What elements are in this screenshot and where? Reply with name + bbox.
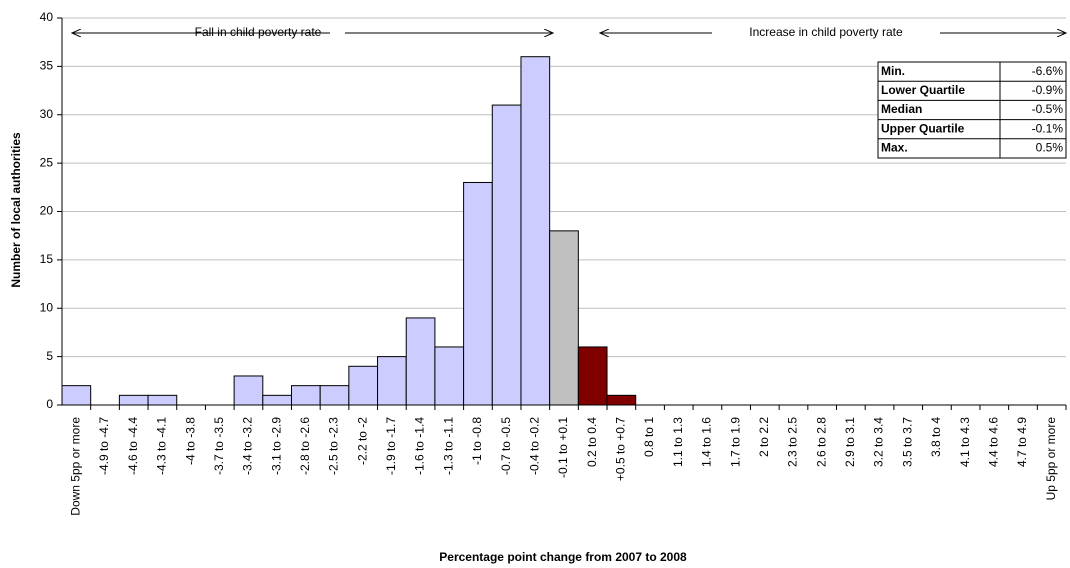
bar xyxy=(377,356,407,406)
table-label: Min. xyxy=(881,64,905,78)
table-value: -0.9% xyxy=(1032,83,1064,97)
bar xyxy=(405,317,436,406)
bar xyxy=(61,385,92,406)
x-tick-label: -3.7 to -3.5 xyxy=(212,417,226,475)
x-tick-label: -1 to -0.8 xyxy=(470,417,484,465)
x-tick-label: 1.7 to 1.9 xyxy=(728,417,742,467)
x-tick-label: -3.1 to -2.9 xyxy=(269,417,283,475)
x-tick-label: Up 5pp or more xyxy=(1044,417,1058,501)
bar xyxy=(606,394,637,406)
table-value: -6.6% xyxy=(1032,64,1064,78)
x-tick-label: -4.9 to -4.7 xyxy=(97,417,111,475)
table-label: Lower Quartile xyxy=(881,83,965,97)
table-label: Upper Quartile xyxy=(881,121,965,135)
bar xyxy=(577,346,608,406)
x-tick-label: -0.7 to -0.5 xyxy=(499,417,513,475)
bar xyxy=(118,394,149,406)
x-tick-label: -2.8 to -2.6 xyxy=(298,417,312,475)
x-tick-label: -2.5 to -2.3 xyxy=(327,417,341,475)
x-tick-label: 0.2 to 0.4 xyxy=(585,417,599,467)
y-tick-label: 35 xyxy=(40,59,54,73)
grid xyxy=(62,17,1066,406)
y-tick-label: 30 xyxy=(40,107,54,121)
x-tick-label: 4.4 to 4.6 xyxy=(986,417,1000,467)
x-tick-label: 3.8 to 4 xyxy=(929,417,943,457)
x-tick-label: -0.4 to -0.2 xyxy=(527,417,541,475)
table-value: -0.5% xyxy=(1032,102,1064,116)
x-tick-label: -3.4 to -3.2 xyxy=(241,417,255,475)
annotation: Increase in child poverty rate xyxy=(749,25,903,39)
bar xyxy=(319,385,350,406)
bar xyxy=(463,181,493,406)
x-tick-label: 4.7 to 4.9 xyxy=(1015,417,1029,467)
table-frame xyxy=(877,61,1067,159)
bar xyxy=(262,394,292,406)
x-tick-label: 2.6 to 2.8 xyxy=(814,417,828,467)
y-tick-label: 40 xyxy=(40,10,54,24)
y-axis-title: Number of local authorities xyxy=(9,132,23,288)
x-tick-label: -1.6 to -1.4 xyxy=(413,417,427,475)
x-tick-label: 2 to 2.2 xyxy=(757,417,771,457)
bar xyxy=(348,365,379,406)
x-tick-label: -4.6 to -4.4 xyxy=(126,417,140,475)
x-tick-label: 1.1 to 1.3 xyxy=(671,417,685,467)
y-tick-label: 0 xyxy=(46,397,53,411)
x-tick-label: -1.9 to -1.7 xyxy=(384,417,398,475)
bars xyxy=(61,56,637,406)
x-tick-label: 3.5 to 3.7 xyxy=(900,417,914,467)
x-axis-title: Percentage point change from 2007 to 200… xyxy=(439,550,687,564)
annotation: Fall in child poverty rate xyxy=(195,25,322,39)
x-tick-label: 2.3 to 2.5 xyxy=(786,417,800,467)
x-tick-label: -0.1 to +0.1 xyxy=(556,417,570,478)
y-tick-label: 10 xyxy=(40,300,54,314)
bar xyxy=(434,346,465,406)
table-label: Max. xyxy=(881,141,908,155)
stats-table: Min. -6.6% Lower Quartile -0.9% Median -0.5% U… xyxy=(877,61,1067,159)
bar xyxy=(520,56,551,406)
y-tick-label: 15 xyxy=(40,252,54,266)
y-tick-label: 25 xyxy=(40,155,54,169)
y-tick-label: 5 xyxy=(46,349,53,363)
bar xyxy=(491,104,522,406)
x-tick-label: +0.5 to +0.7 xyxy=(614,417,628,481)
bar xyxy=(233,375,264,406)
x-tick-label: -4.3 to -4.1 xyxy=(155,417,169,475)
bar xyxy=(290,385,321,406)
y-tick-label: 20 xyxy=(40,204,54,218)
table-value: -0.1% xyxy=(1032,121,1064,135)
x-tick-label: Down 5pp or more xyxy=(69,417,83,516)
x-tick-label: 2.9 to 3.1 xyxy=(843,417,857,467)
bar xyxy=(147,394,178,406)
x-tick-label: 0.8 to 1 xyxy=(642,417,656,457)
x-tick-label: 3.2 to 3.4 xyxy=(872,417,886,467)
x-tick-label: 1.4 to 1.6 xyxy=(700,417,714,467)
x-tick-label: 4.1 to 4.3 xyxy=(958,417,972,467)
table-label: Median xyxy=(881,102,922,116)
x-tick-label: -4 to -3.8 xyxy=(183,417,197,465)
table-value: 0.5% xyxy=(1036,141,1064,155)
x-tick-label: -2.2 to -2 xyxy=(355,417,369,465)
axes: 0 5 10 15 20 25 30 35 40 Down 5pp or more -4.9 to … xyxy=(40,10,1067,516)
bar xyxy=(549,230,579,406)
x-tick-label: -1.3 to -1.1 xyxy=(441,417,455,475)
